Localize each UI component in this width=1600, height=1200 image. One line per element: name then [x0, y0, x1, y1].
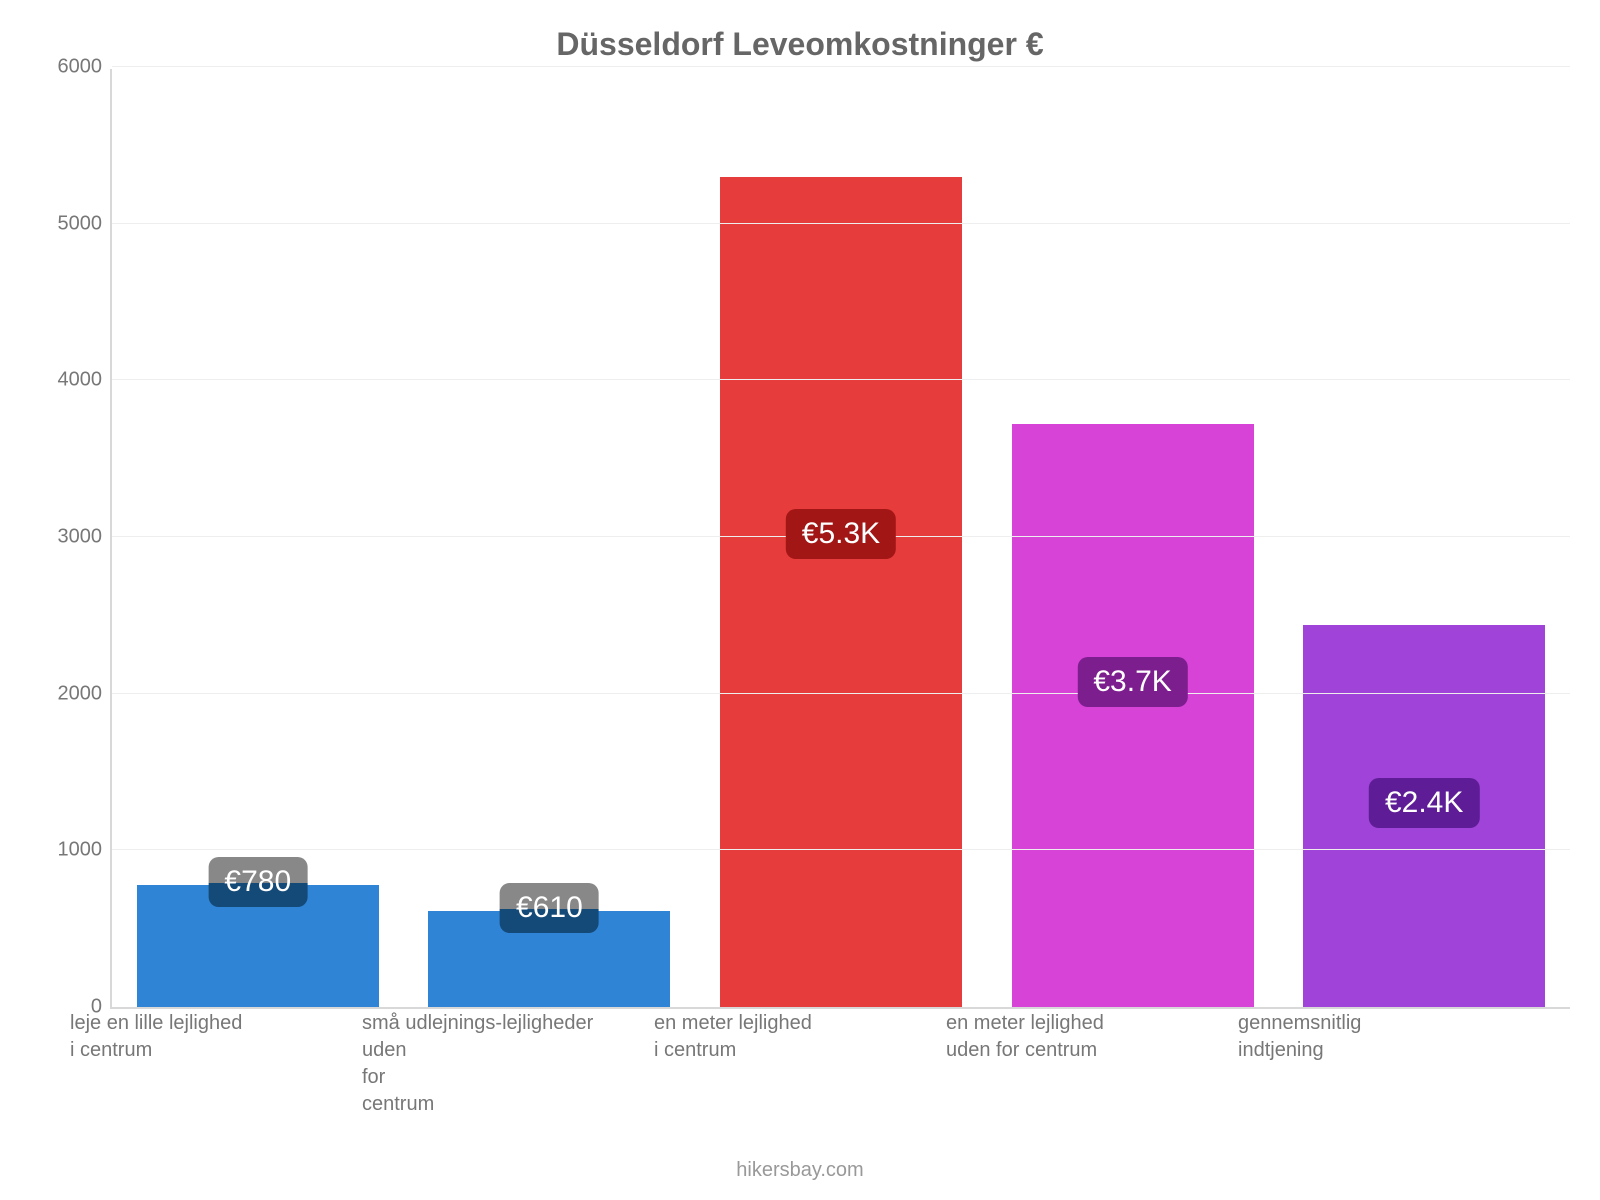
x-axis-labels: leje en lille lejlighed i centrumsmå udl…	[70, 1010, 1530, 1118]
x-tick-label: gennemsnitlig indtjening	[1238, 1010, 1530, 1118]
bar-slot: €3.7K	[987, 69, 1279, 1007]
bar-slot: €5.3K	[695, 69, 987, 1007]
gridline	[112, 223, 1570, 224]
bar: €780	[137, 885, 379, 1007]
y-tick-label: 5000	[42, 212, 102, 235]
bar: €3.7K	[1012, 424, 1254, 1007]
gridline	[112, 849, 1570, 850]
x-tick-label: små udlejnings-lejligheder uden for cent…	[362, 1010, 654, 1118]
x-tick-label: en meter lejlighed i centrum	[654, 1010, 946, 1118]
plot-area: €780€610€5.3K€3.7K€2.4K 0100020003000400…	[110, 69, 1570, 1009]
bar-slot: €780	[112, 69, 404, 1007]
x-tick-label: en meter lejlighed uden for centrum	[946, 1010, 1238, 1118]
value-badge: €780	[208, 857, 307, 907]
value-badge: €5.3K	[786, 509, 896, 559]
gridline	[112, 66, 1570, 67]
y-tick-label: 1000	[42, 839, 102, 862]
value-badge: €3.7K	[1077, 657, 1187, 707]
bar: €5.3K	[720, 177, 962, 1007]
bar-slot: €2.4K	[1278, 69, 1570, 1007]
gridline	[112, 379, 1570, 380]
value-badge: €2.4K	[1369, 778, 1479, 828]
value-badge: €610	[500, 883, 599, 933]
chart-footer: hikersbay.com	[0, 1159, 1600, 1182]
chart-container: Düsseldorf Leveomkostninger € €780 €610 €5…	[0, 0, 1600, 1200]
y-tick-label: 3000	[42, 526, 102, 549]
bar: €2.4K	[1303, 625, 1545, 1007]
x-tick-label: leje en lille lejlighed i centrum	[70, 1010, 362, 1118]
y-tick-label: 2000	[42, 682, 102, 705]
gridline	[112, 693, 1570, 694]
bar-slot: €610	[404, 69, 696, 1007]
bars-group: €780 €610 €5.3K €3.7K €2.4K	[112, 69, 1570, 1007]
chart-title: Düsseldorf Leveomkostninger €	[40, 20, 1560, 69]
y-tick-label: 6000	[42, 56, 102, 79]
bar: €610	[428, 911, 670, 1007]
y-tick-label: 4000	[42, 369, 102, 392]
